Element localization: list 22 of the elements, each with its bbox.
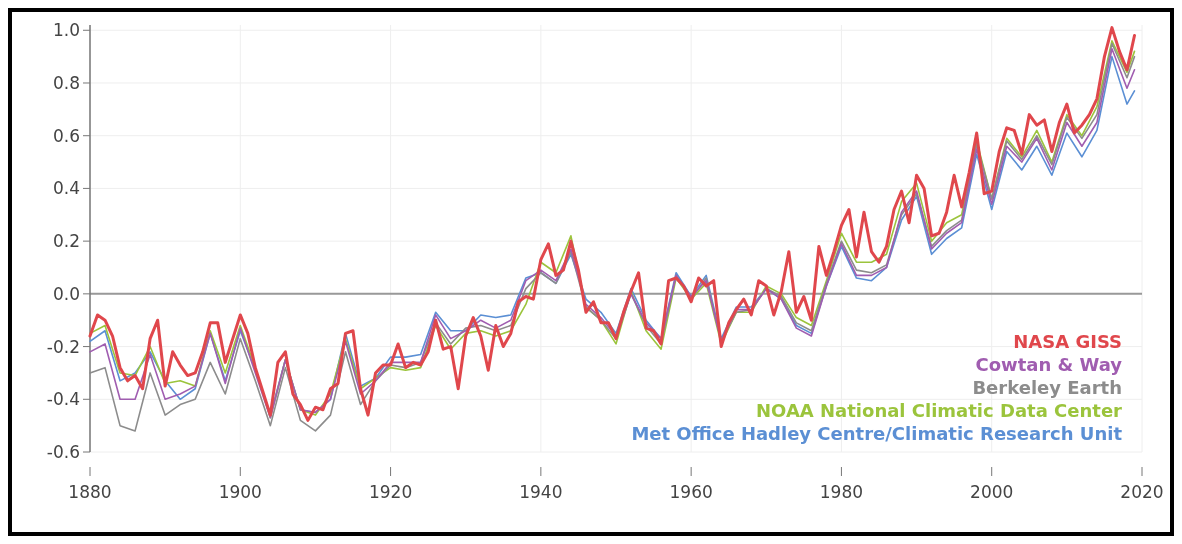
y-tick-label: 0.8 [52, 72, 80, 93]
x-tick-label: 2020 [1120, 482, 1164, 502]
text: Met Office Hadley Centre/Climatic Research Unit [631, 423, 1123, 444]
x-tick-label: 1900 [218, 482, 262, 502]
text: Berkeley Earth [972, 377, 1122, 398]
x-tick-label: 1880 [68, 482, 112, 502]
y-tick-label: -0.6 [46, 441, 80, 462]
text: Cowtan & Way [975, 354, 1123, 375]
y-tick-label: 0.0 [52, 283, 80, 304]
x-tick-label: 1960 [669, 482, 713, 502]
x-tick-label: 1980 [819, 482, 864, 502]
text: NOAA National Climatic Data Center [756, 400, 1123, 421]
y-tick-label: -0.4 [46, 389, 80, 410]
y-tick-label: 0.4 [52, 178, 80, 199]
y-tick-label: -0.2 [46, 336, 80, 357]
text: NASA GISS [1013, 331, 1122, 352]
y-tick-label: 1.0 [52, 20, 80, 41]
y-tick-label: 0.2 [52, 231, 80, 252]
x-tick-label: 1920 [368, 482, 413, 502]
y-tick-label: 0.6 [52, 125, 80, 146]
x-tick-label: 2000 [970, 482, 1014, 502]
x-tick-label: 1940 [519, 482, 563, 502]
